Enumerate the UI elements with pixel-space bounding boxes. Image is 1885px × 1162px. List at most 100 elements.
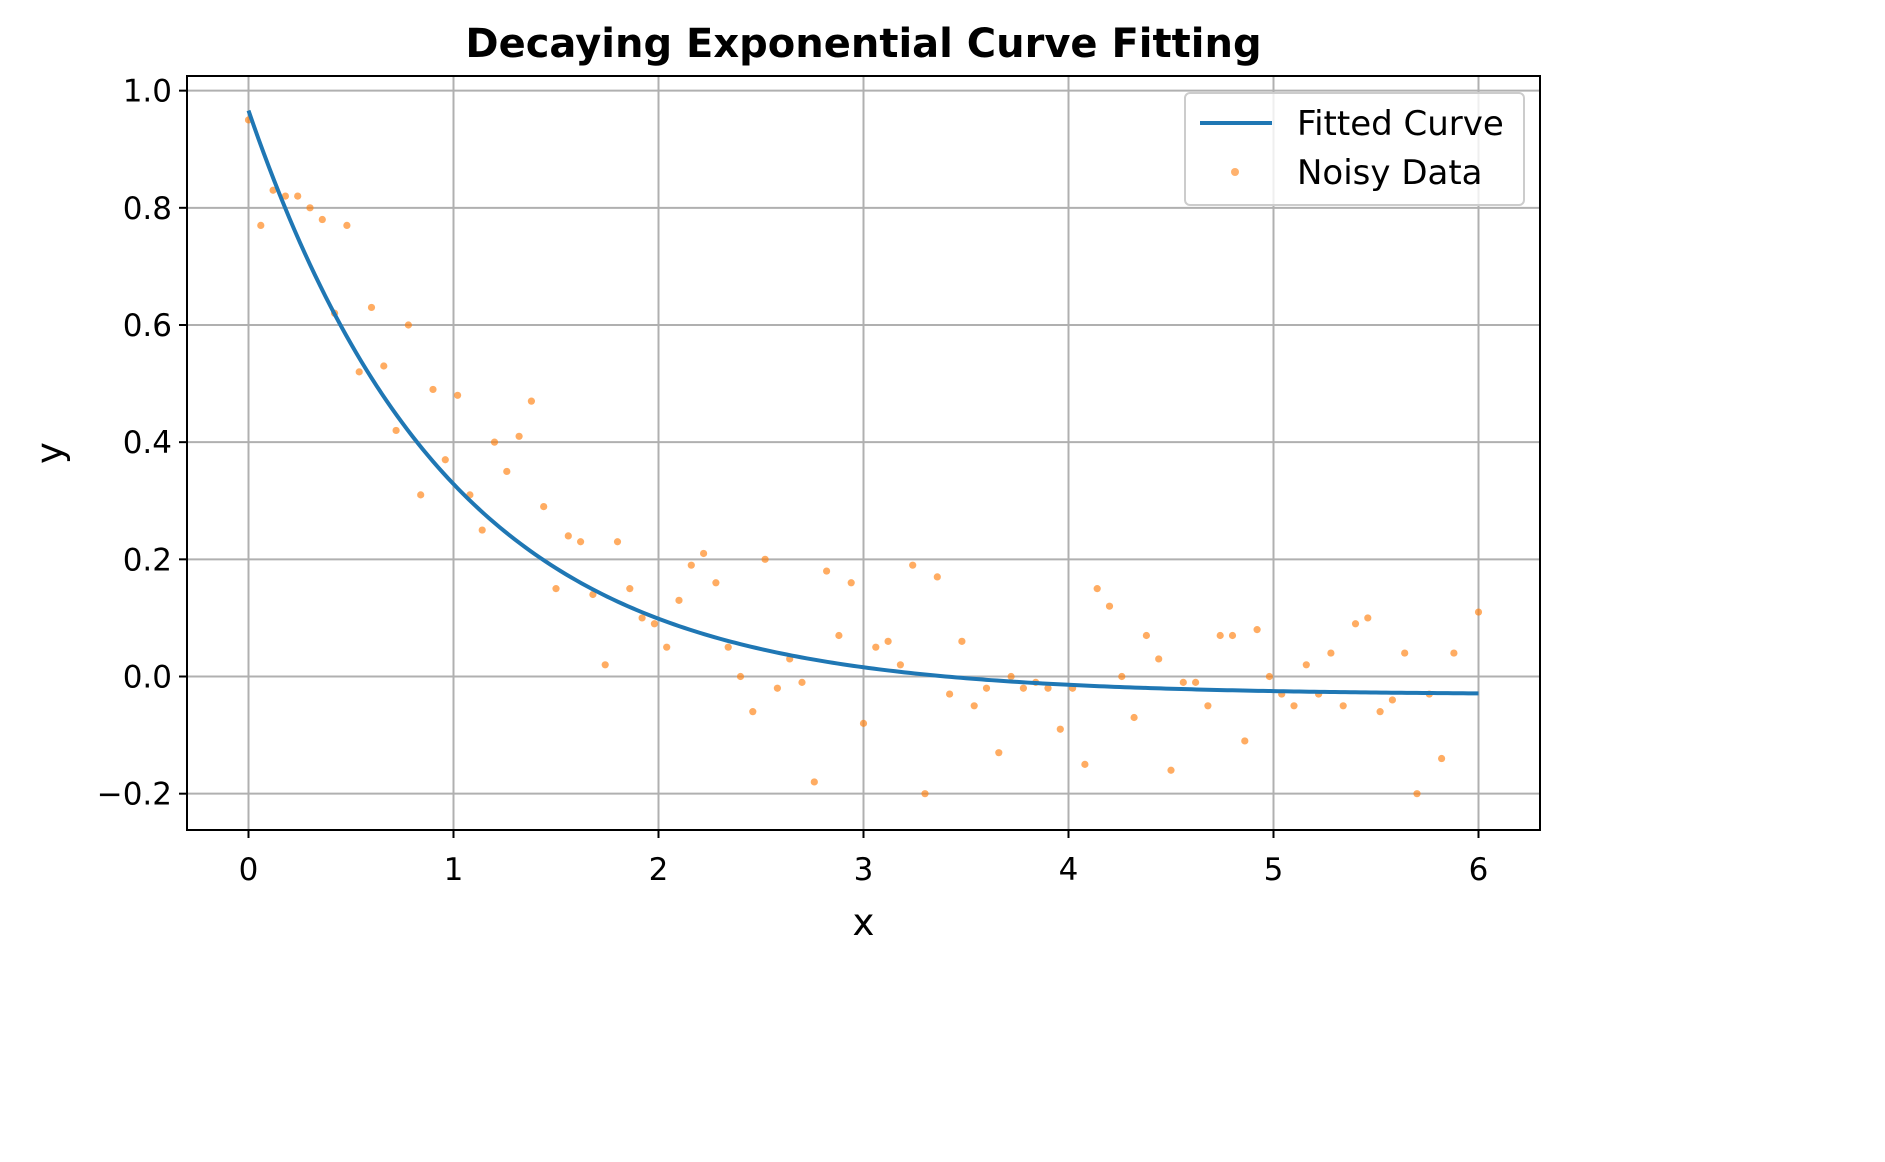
noisy-data-point — [700, 549, 708, 558]
noisy-data-point — [564, 532, 572, 540]
y-tick-label: 0.0 — [123, 660, 172, 696]
noisy-data-point — [257, 221, 265, 229]
y-tick-label: 1.0 — [123, 74, 172, 110]
fitted-curve-series — [246, 109, 1479, 696]
noisy-data-point — [1105, 602, 1114, 610]
noisy-data-point — [1376, 708, 1384, 716]
noisy-data-series — [244, 116, 1483, 798]
noisy-data-point — [1474, 608, 1483, 616]
y-tick-label: 0.6 — [123, 308, 172, 344]
noisy-data-point — [847, 579, 855, 587]
noisy-data-point — [417, 491, 425, 499]
noisy-data-point — [429, 385, 437, 394]
noisy-data-point — [281, 192, 289, 200]
x-axis-label: x — [853, 901, 875, 944]
noisy-data-point — [1401, 649, 1409, 657]
noisy-data-point — [1216, 631, 1224, 640]
noisy-data-point — [552, 585, 560, 593]
noisy-data-point — [946, 690, 954, 698]
noisy-data-point — [896, 661, 905, 669]
noisy-data-point — [367, 303, 376, 312]
noisy-data-point — [527, 397, 536, 405]
noisy-data-point — [269, 186, 277, 194]
x-tick-label: 5 — [1264, 852, 1284, 888]
noisy-data-point — [810, 778, 818, 786]
noisy-data-point — [613, 538, 622, 546]
noisy-data-point — [773, 684, 782, 692]
noisy-data-point — [970, 702, 978, 710]
noisy-data-point — [921, 790, 929, 798]
noisy-data-point — [798, 678, 806, 686]
noisy-data-point — [626, 585, 634, 593]
noisy-data-point — [1192, 678, 1200, 686]
noisy-data-point — [687, 561, 695, 569]
noisy-data-point — [982, 684, 991, 692]
y-tick-label: 0.4 — [123, 425, 172, 461]
y-tick-label: 0.8 — [123, 191, 172, 227]
x-tick-label: 0 — [239, 852, 259, 888]
noisy-data-point — [859, 719, 868, 727]
noisy-data-point — [1290, 702, 1298, 710]
noisy-data-point — [884, 637, 892, 645]
noisy-data-point — [1364, 614, 1372, 622]
noisy-data-point — [749, 708, 757, 716]
noisy-data-point — [1093, 585, 1101, 593]
noisy-data-point — [355, 368, 363, 376]
noisy-data-point — [1228, 631, 1237, 640]
noisy-data-point — [306, 204, 314, 212]
noisy-data-point — [958, 637, 966, 645]
noisy-data-point — [1302, 661, 1310, 669]
legend-label-fitted-curve: Fitted Curve — [1297, 104, 1504, 144]
noisy-data-point — [380, 362, 388, 370]
noisy-data-point — [589, 590, 597, 599]
noisy-data-point — [1388, 696, 1396, 704]
noisy-data-point — [724, 643, 732, 651]
noisy-data-point — [1339, 702, 1347, 710]
y-tick-label: 0.2 — [123, 542, 172, 578]
x-tick-label: 3 — [854, 852, 874, 888]
legend-swatch-noisy-data — [1231, 168, 1239, 176]
noisy-data-point — [318, 215, 326, 224]
noisy-data-point — [736, 672, 745, 681]
noisy-data-point — [675, 596, 683, 604]
noisy-data-point — [712, 579, 720, 587]
noisy-data-point — [1081, 760, 1089, 768]
noisy-data-point — [1056, 725, 1064, 733]
noisy-data-point — [1155, 655, 1163, 663]
x-tick-label: 6 — [1469, 852, 1489, 888]
noisy-data-point — [1019, 684, 1027, 692]
noisy-data-point — [1413, 790, 1421, 798]
x-tick-label: 2 — [649, 852, 669, 888]
noisy-data-point — [1253, 626, 1261, 634]
noisy-data-point — [515, 432, 523, 440]
x-tick-label: 4 — [1059, 852, 1079, 888]
noisy-data-point — [1204, 702, 1212, 710]
noisy-data-point — [577, 538, 585, 546]
noisy-data-point — [1241, 737, 1249, 745]
noisy-data-point — [404, 321, 412, 329]
noisy-data-point — [1450, 649, 1458, 657]
noisy-data-point — [1265, 672, 1273, 681]
noisy-data-point — [454, 391, 462, 399]
noisy-data-point — [601, 661, 609, 669]
noisy-data-point — [478, 526, 486, 534]
y-axis-label: y — [28, 442, 71, 464]
noisy-data-point — [1327, 649, 1335, 657]
noisy-data-point — [933, 573, 941, 581]
noisy-data-point — [835, 631, 843, 640]
y-tick-label: −0.2 — [97, 777, 172, 813]
noisy-data-point — [995, 749, 1003, 757]
noisy-data-point — [343, 221, 351, 229]
noisy-data-point — [294, 192, 302, 200]
noisy-data-point — [1118, 672, 1126, 681]
chart-title: Decaying Exponential Curve Fitting — [465, 21, 1261, 67]
noisy-data-point — [650, 620, 659, 628]
legend-label-noisy-data: Noisy Data — [1297, 153, 1483, 193]
noisy-data-point — [1130, 713, 1138, 722]
noisy-data-point — [1167, 766, 1175, 774]
noisy-data-point — [823, 567, 831, 575]
x-tick-label: 1 — [444, 852, 464, 888]
noisy-data-point — [490, 438, 499, 446]
noisy-data-point — [663, 643, 671, 651]
